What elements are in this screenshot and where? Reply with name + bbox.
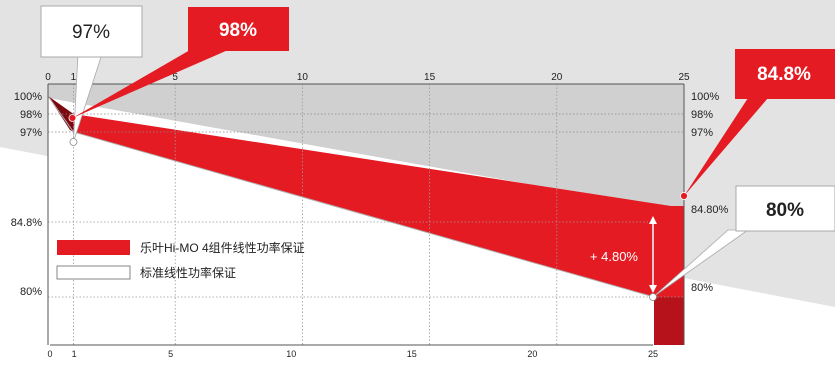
bottom-x-tick-label-0: 0 xyxy=(47,349,52,359)
top-x-tick-label-25: 25 xyxy=(678,72,690,83)
callout-box-84-8 xyxy=(735,49,835,99)
right-y-tick-label: 100% xyxy=(691,91,719,103)
bottom-x-tick-label-15: 15 xyxy=(407,349,417,359)
callout-label-97: 97% xyxy=(72,22,110,43)
gap-arrow-head-bottom xyxy=(649,285,657,293)
axis-layer: 0011551010151520202525100%98%97%84.8%80%… xyxy=(11,72,729,359)
callout-box-98 xyxy=(188,7,289,51)
left-y-tick-label: 98% xyxy=(20,109,42,121)
right-y-tick-label: 98% xyxy=(691,109,713,121)
himo-warranty-area xyxy=(48,96,684,297)
gap-arrow-head-top xyxy=(649,216,657,224)
right-y-tick-label: 84.80% xyxy=(691,204,729,216)
left-y-tick-label: 84.8% xyxy=(11,217,42,229)
top-x-tick-label-0: 0 xyxy=(45,72,51,83)
callout-label-80: 80% xyxy=(766,200,804,221)
left-y-tick-label: 100% xyxy=(14,91,42,103)
point-marker-97 xyxy=(69,138,78,146)
left-y-tick-label: 97% xyxy=(20,127,42,139)
legend-label-himo: 乐叶Hi-MO 4组件线性功率保证 xyxy=(140,240,305,255)
callout-layer: 97% 98% 84.8% 80% xyxy=(40,5,835,301)
right-y-tick-label: 80% xyxy=(691,282,713,294)
bottom-x-tick-label-5: 5 xyxy=(168,349,173,359)
callout-pointer-84-8 xyxy=(684,98,768,196)
callout-label-98: 98% xyxy=(219,20,257,41)
top-x-tick-label-5: 5 xyxy=(172,72,178,83)
legend-swatch-standard xyxy=(56,265,131,280)
plot-top-shade xyxy=(48,84,684,212)
callout-box-97 xyxy=(40,5,143,58)
top-x-tick-label-1: 1 xyxy=(71,72,77,83)
callout-label-84-8: 84.8% xyxy=(757,64,811,85)
callout-box-80 xyxy=(735,185,835,232)
left-y-tick-label: 80% xyxy=(20,286,42,298)
top-x-tick-label-15: 15 xyxy=(424,72,436,83)
point-marker-98 xyxy=(68,114,77,122)
legend-label-standard: 标准线性功率保证 xyxy=(140,265,236,280)
bottom-x-tick-label-1: 1 xyxy=(72,349,77,359)
top-x-tick-label-20: 20 xyxy=(551,72,563,83)
gap-annotation-label: + 4.80% xyxy=(590,249,639,264)
callout-pointer-98 xyxy=(72,50,228,118)
right-y-tick-label: 97% xyxy=(691,127,713,139)
himo-area-right-shadow xyxy=(654,297,684,345)
top-x-tick-label-10: 10 xyxy=(297,72,309,83)
bottom-x-tick-label-20: 20 xyxy=(527,349,537,359)
bottom-x-tick-label-10: 10 xyxy=(286,349,296,359)
point-marker-80 xyxy=(649,293,657,301)
point-marker-84-8 xyxy=(680,192,688,200)
bottom-x-tick-label-25: 25 xyxy=(648,349,658,359)
legend-swatch-himo xyxy=(57,240,130,255)
